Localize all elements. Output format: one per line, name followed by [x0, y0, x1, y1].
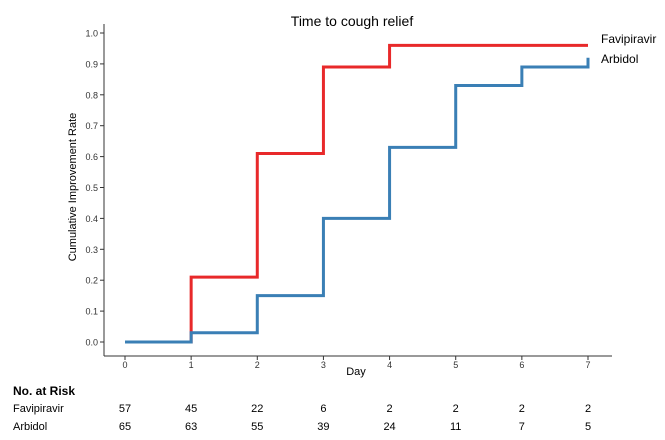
risk-cell: 6 [320, 403, 326, 415]
risk-cell: 57 [119, 403, 131, 415]
y-ticks: 0.0 0.1 0.2 0.3 0.4 0.5 0.6 0.7 0.8 0.9 1.0 [85, 29, 104, 348]
y-tick-label: 0.6 [85, 152, 98, 162]
risk-cell: 7 [519, 421, 525, 433]
risk-cell: 24 [383, 421, 395, 433]
risk-cell: 2 [387, 403, 393, 415]
risk-table-title: No. at Risk [13, 384, 75, 398]
x-tick-label: 3 [321, 360, 326, 370]
x-tick-label: 7 [585, 360, 590, 370]
risk-cell: 55 [251, 421, 263, 433]
risk-table: No. at Risk Favipiravir 57 45 22 6 2 2 2 2Arbido… [13, 384, 591, 433]
x-tick-label: 2 [255, 360, 260, 370]
x-tick-label: 0 [122, 360, 127, 370]
risk-row-label: Favipiravir [13, 403, 64, 415]
y-tick-label: 0.3 [85, 245, 98, 255]
risk-cell: 22 [251, 403, 263, 415]
y-tick-label: 0.9 [85, 59, 98, 69]
y-tick-label: 0.0 [85, 338, 98, 348]
x-tick-label: 6 [519, 360, 524, 370]
risk-cell: 63 [185, 421, 197, 433]
y-tick-label: 0.8 [85, 90, 98, 100]
risk-cell: 65 [119, 421, 131, 433]
x-axis-label: Day [346, 366, 366, 378]
risk-cell: 2 [585, 403, 591, 415]
y-tick-label: 0.7 [85, 121, 98, 131]
chart-title: Time to cough relief [291, 13, 414, 29]
risk-cell: 2 [453, 403, 459, 415]
x-tick-label: 4 [387, 360, 392, 370]
series-label-arbidol: Arbidol [601, 52, 638, 66]
y-tick-label: 0.5 [85, 183, 98, 193]
y-tick-label: 0.2 [85, 276, 98, 286]
risk-cell: 39 [317, 421, 329, 433]
series-line-favipiravir [125, 43, 588, 344]
x-tick-label: 1 [189, 360, 194, 370]
series-line-arbidol [125, 57, 590, 344]
y-tick-label: 0.1 [85, 307, 98, 317]
x-tick-label: 5 [453, 360, 458, 370]
y-axis-label: Cumulative Improvement Rate [67, 113, 79, 262]
series-labels: Favipiravir Arbidol [601, 32, 656, 66]
risk-row-label: Arbidol [13, 421, 47, 433]
x-ticks: 0 1 2 3 4 5 6 7 [122, 356, 591, 370]
risk-cell: 11 [450, 421, 461, 433]
risk-cell: 2 [519, 403, 525, 415]
y-tick-label: 0.4 [85, 214, 98, 224]
series-lines [125, 43, 590, 344]
y-tick-label: 1.0 [85, 29, 98, 39]
series-label-favipiravir: Favipiravir [601, 32, 656, 46]
risk-cell: 5 [585, 421, 591, 433]
risk-cell: 45 [185, 403, 197, 415]
